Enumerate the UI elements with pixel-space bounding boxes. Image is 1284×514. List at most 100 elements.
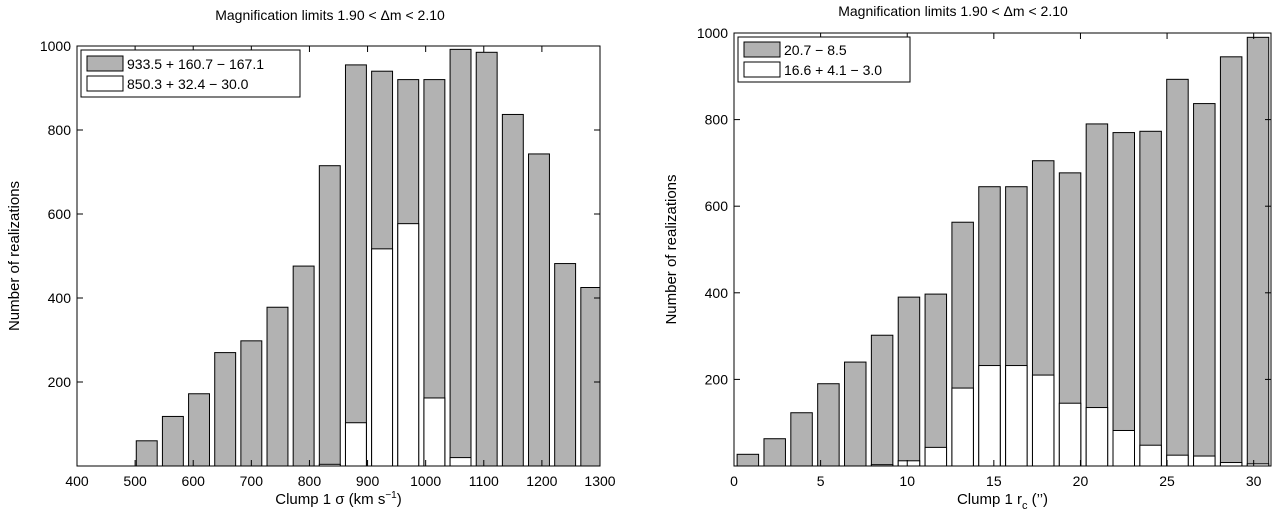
bar-series-2 xyxy=(371,248,394,467)
chart-left: Magnification limits 1.90 < Δm < 2.10 40… xyxy=(6,7,616,508)
legend-entry-series-1: 933.5 + 160.7 − 167.1 xyxy=(127,56,264,72)
y-tick-label: 400 xyxy=(705,285,729,301)
bar-series-1 xyxy=(554,263,577,467)
bar-series-2 xyxy=(924,446,948,467)
bar-series-1 xyxy=(1166,78,1189,467)
x-axis-label-main: Clump 1 r xyxy=(957,491,1022,508)
bar-series-1 xyxy=(528,153,550,467)
bar-series-1 xyxy=(1219,56,1243,467)
bar-series-1 xyxy=(318,165,341,467)
x-axis-label-close: ) xyxy=(397,491,402,508)
bar-series-2 xyxy=(1139,444,1162,467)
x-axis-label: Clump 1 rc (’’) xyxy=(957,491,1048,512)
x-tick-label: 500 xyxy=(123,473,147,489)
bar-series-2 xyxy=(1031,374,1055,467)
legend-entry-series-1: 20.7 − 8.5 xyxy=(784,42,847,58)
chart-title: Magnification limits 1.90 < Δm < 2.10 xyxy=(215,7,445,23)
bar-series-1 xyxy=(266,306,289,467)
y-tick-label: 800 xyxy=(705,112,729,128)
y-axis-label: Number of realizations xyxy=(6,181,23,331)
x-tick-label: 1100 xyxy=(469,473,499,489)
bar-series-2 xyxy=(423,397,446,467)
x-tick-label: 5 xyxy=(817,473,825,489)
ticks-group: 0 5 10 15 20 25 30 200 400 600 800 1000 xyxy=(697,25,1271,489)
x-axis-label: Clump 1 σ (km s−1) xyxy=(275,490,402,508)
bar-series-1 xyxy=(1112,132,1135,467)
plot-frame xyxy=(76,45,601,467)
bar-series-1 xyxy=(790,412,813,467)
x-tick-label: 10 xyxy=(899,473,915,489)
y-tick-label: 1000 xyxy=(40,38,71,54)
x-tick-label: 25 xyxy=(1159,473,1175,489)
y-axis-label: Number of realizations xyxy=(663,174,680,324)
bars-group xyxy=(135,48,601,467)
legend-swatch-series-1 xyxy=(86,55,124,72)
legend-entry-series-2: 850.3 + 32.4 − 30.0 xyxy=(127,76,249,92)
bar-series-1 xyxy=(736,453,760,467)
bar-series-1 xyxy=(1139,130,1162,467)
bar-series-1 xyxy=(817,383,840,467)
bar-series-1 xyxy=(344,64,367,467)
bar-series-2 xyxy=(1219,462,1243,467)
bar-series-1 xyxy=(188,393,210,467)
bar-series-2 xyxy=(1058,402,1082,467)
bar-series-1 xyxy=(240,340,263,467)
x-tick-label: 1300 xyxy=(584,473,615,489)
bar-series-2 xyxy=(1112,429,1135,467)
ticks-group: 400 500 600 700 800 900 1000 1100 1200 1300 200 400… xyxy=(40,38,616,489)
bar-series-1 xyxy=(580,287,601,467)
bar-series-2 xyxy=(1005,365,1028,467)
bar-series-2 xyxy=(1085,407,1109,467)
legend-swatch-series-2 xyxy=(743,61,781,78)
bar-series-1 xyxy=(501,113,524,467)
y-tick-label: 200 xyxy=(48,374,72,390)
x-axis-label-sub: c xyxy=(1022,500,1028,512)
x-tick-label: 400 xyxy=(65,473,89,489)
bar-series-2 xyxy=(1193,455,1216,467)
legend: 933.5 + 160.7 − 167.1 850.3 + 32.4 − 30.… xyxy=(80,49,301,98)
bar-series-1 xyxy=(1246,36,1270,467)
legend: 20.7 − 8.5 16.6 + 4.1 − 3.0 xyxy=(737,36,911,83)
bar-series-1 xyxy=(870,334,894,467)
y-tick-label: 200 xyxy=(705,371,729,387)
plot-frame xyxy=(733,32,1272,467)
bar-series-1 xyxy=(292,265,315,467)
bar-series-2 xyxy=(978,365,1001,467)
bar-series-1 xyxy=(897,296,921,467)
x-axis-label-close: (’’) xyxy=(1027,491,1048,508)
bar-series-2 xyxy=(1166,454,1189,467)
bar-series-1 xyxy=(214,352,237,467)
x-tick-label: 1000 xyxy=(410,473,441,489)
bar-series-2 xyxy=(897,460,921,467)
bar-series-2 xyxy=(397,223,420,467)
x-tick-label: 1200 xyxy=(526,473,557,489)
bar-series-1 xyxy=(161,415,184,467)
chart-right: Magnification limits 1.90 < Δm < 2.10 0 5… xyxy=(663,3,1272,512)
chart-title: Magnification limits 1.90 < Δm < 2.10 xyxy=(838,3,1068,19)
x-tick-label: 600 xyxy=(182,473,206,489)
legend-entry-series-2: 16.6 + 4.1 − 3.0 xyxy=(784,62,882,78)
bar-series-1 xyxy=(135,440,158,467)
y-tick-label: 400 xyxy=(48,290,72,306)
bar-series-1 xyxy=(1193,103,1216,467)
bar-series-2 xyxy=(344,422,367,467)
x-tick-label: 800 xyxy=(298,473,322,489)
bar-series-1 xyxy=(475,51,498,467)
x-axis-label-sup: −1 xyxy=(385,490,397,501)
x-tick-label: 30 xyxy=(1246,473,1262,489)
x-tick-label: 0 xyxy=(730,473,738,489)
bar-series-2 xyxy=(951,387,974,467)
x-axis-label-main: Clump 1 σ (km s xyxy=(275,491,385,508)
y-tick-label: 600 xyxy=(705,198,729,214)
y-tick-label: 800 xyxy=(48,122,72,138)
x-tick-label: 900 xyxy=(356,473,380,489)
bar-series-1 xyxy=(924,293,948,467)
bar-series-2 xyxy=(449,457,472,467)
bar-series-1 xyxy=(763,438,786,467)
bar-series-1 xyxy=(844,361,867,467)
x-tick-label: 15 xyxy=(986,473,1002,489)
bar-series-1 xyxy=(449,48,472,467)
x-tick-label: 700 xyxy=(240,473,264,489)
legend-swatch-series-1 xyxy=(743,41,781,58)
